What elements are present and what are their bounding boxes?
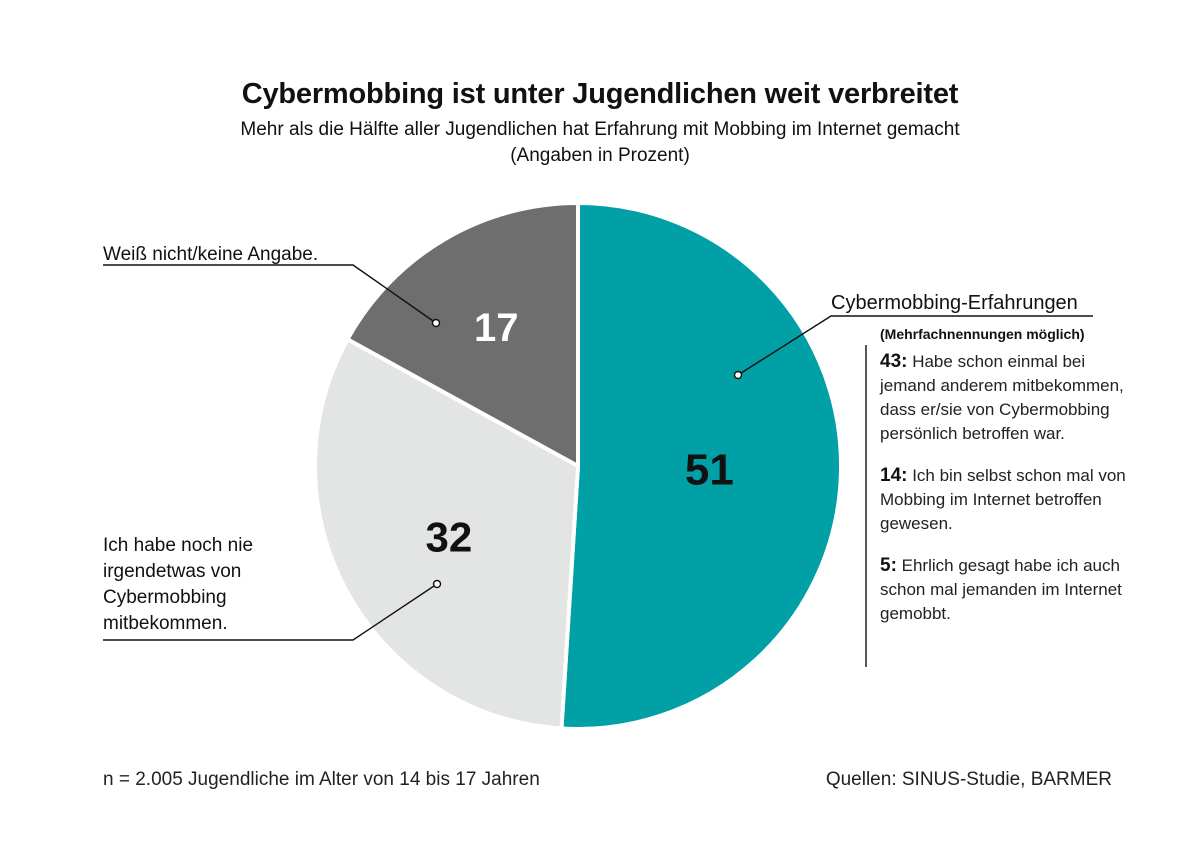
breakdown-text: Habe schon einmal bei jemand anderem mit… [880,352,1124,443]
breakdown-item: 14: Ich bin selbst schon mal von Mobbing… [880,464,1130,536]
label-never: Ich habe noch nie irgendetwas von Cyberm… [103,535,254,634]
label-cyber: Cybermobbing-Erfahrungen [831,292,1078,314]
slice-value-label: 17 [474,306,519,350]
page-subtitle: Mehr als die Hälfte aller Jugendlichen h… [240,119,960,140]
leader-cyber [737,315,1093,376]
leader-never [103,583,438,641]
source-note: Quellen: SINUS-Studie, BARMER [825,769,1112,790]
breakdown-item: 43: Habe schon einmal bei jemand anderem… [880,350,1130,446]
slice-value-label: 51 [685,446,734,495]
pie-slice [313,337,580,731]
leader-dot-unknown [431,318,441,328]
slice-value-label: 32 [426,514,473,561]
leader-unknown [103,264,437,324]
pie-slice [345,201,580,468]
unit-note: (Angaben in Prozent) [510,145,690,166]
sample-note: n = 2.005 Jugendliche im Alter von 14 bi… [103,769,540,790]
breakdown-text: Ich bin selbst schon mal von Mobbing im … [880,466,1126,533]
breakdown-item: 5: Ehrlich gesagt habe ich auch schon ma… [880,554,1130,626]
leader-dot-cyber [733,370,743,380]
breakdown-text: Ehrlich gesagt habe ich auch schon mal j… [880,556,1122,623]
pie-slice [559,201,844,731]
breakdown-value: 43: [880,351,908,372]
slice-values: 51 32 17 [426,306,734,561]
pie-slices [313,201,844,731]
leader-dot-never [432,579,442,589]
breakdown-value: 5: [880,555,897,576]
breakdown-value: 14: [880,465,908,486]
leader-lines [103,264,1093,667]
page-title: Cybermobbing ist unter Jugendlichen weit… [241,78,959,110]
label-unknown: Weiß nicht/keine Angabe. [103,244,319,265]
label-multiple-answers: (Mehrfachnennungen möglich) [880,326,1085,342]
breakdown-list: 43: Habe schon einmal bei jemand anderem… [880,350,1130,644]
